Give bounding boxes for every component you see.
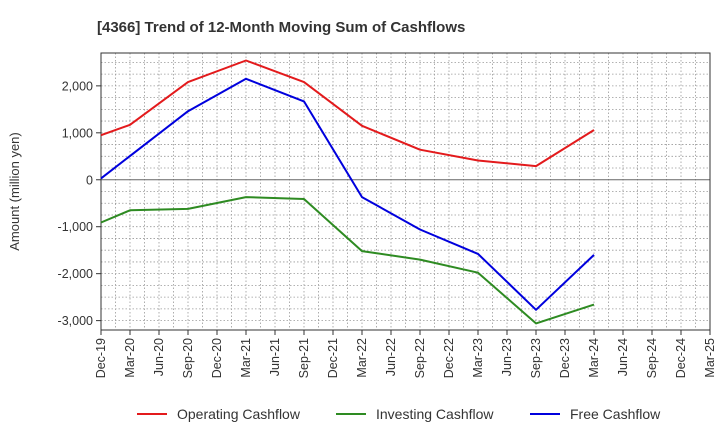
- x-tick-label: Sep-21: [297, 338, 311, 378]
- grid-lines: [100, 53, 711, 330]
- x-tick-label: Jun-23: [500, 338, 514, 376]
- series-line-1: [100, 59, 595, 168]
- x-tick-label: Jun-20: [152, 338, 166, 376]
- x-tick-label: Mar-23: [471, 338, 485, 378]
- y-tick-label: 2,000: [62, 79, 93, 93]
- y-tick-label: -2,000: [58, 267, 93, 281]
- x-tick-label: Mar-22: [355, 338, 369, 378]
- series-line-2: [100, 196, 595, 325]
- x-tick-label: Dec-21: [326, 338, 340, 378]
- y-tick-label: 0: [86, 173, 93, 187]
- series-line-3: [100, 77, 595, 311]
- x-tick-label: Mar-21: [239, 338, 253, 378]
- legend-label: Operating Cashflow: [177, 406, 301, 422]
- x-tick-label: Dec-19: [94, 338, 108, 378]
- x-tick-label: Dec-24: [674, 338, 688, 378]
- y-tick-label: -3,000: [58, 314, 93, 328]
- legend-label: Free Cashflow: [570, 406, 661, 422]
- x-tick-label: Dec-23: [558, 338, 572, 378]
- legend: Operating Cashflow Investing Cashflow Free…: [137, 406, 661, 422]
- x-tick-label: Dec-20: [210, 338, 224, 378]
- x-tick-label: Jun-24: [616, 338, 630, 376]
- x-tick-label: Mar-25: [703, 338, 717, 378]
- plot-border: [100, 52, 711, 331]
- y-axis-label: Amount (million yen): [7, 132, 22, 251]
- y-tick-label: 1,000: [62, 126, 93, 140]
- x-tick-label: Sep-22: [413, 338, 427, 378]
- x-tick-label: Dec-22: [442, 338, 456, 378]
- axes: -3,000 -2,000 -1,000 0 1,000 2,000 Dec-19 Mar-2…: [58, 52, 717, 378]
- x-tick-label: Sep-24: [645, 338, 659, 378]
- x-tick-label: Mar-20: [123, 338, 137, 378]
- y-tick-label: -1,000: [58, 220, 93, 234]
- chart-title: [4366] Trend of 12-Month Moving Sum of C…: [97, 19, 465, 36]
- x-tick-label: Jun-22: [384, 338, 398, 376]
- x-tick-label: Mar-24: [587, 338, 601, 378]
- x-tick-label: Sep-20: [181, 338, 195, 378]
- x-tick-label: Sep-23: [529, 338, 543, 378]
- x-tick-label: Jun-21: [268, 338, 282, 376]
- legend-label: Investing Cashflow: [376, 406, 494, 422]
- series-lines: [100, 59, 595, 325]
